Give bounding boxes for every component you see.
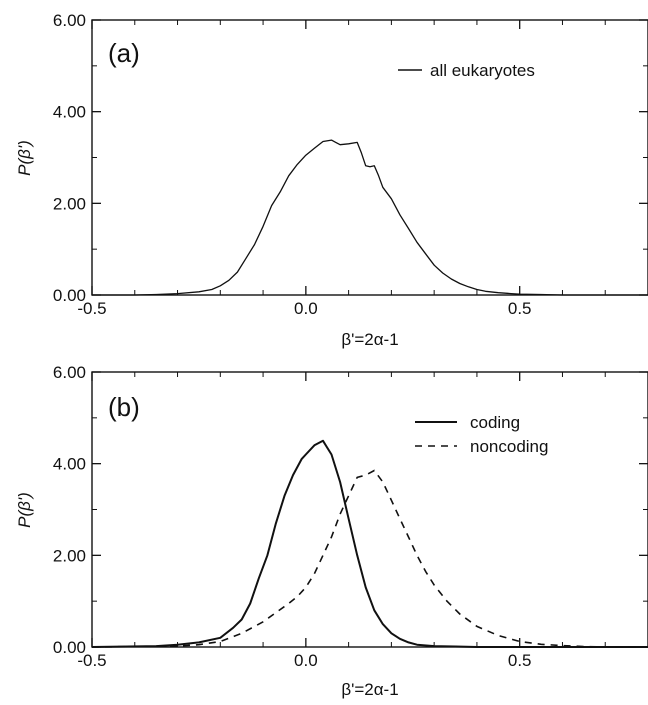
- panel-a-label: (a): [108, 38, 140, 68]
- panel-a-xlabel: β'=2α-1: [341, 330, 398, 349]
- panel-a-ytick-label: 2.00: [53, 194, 86, 213]
- panel-a-series-group: [92, 139, 648, 296]
- panel-b-legend-text-coding: coding: [470, 413, 520, 432]
- panel-b-ytick-label: 6.00: [53, 363, 86, 382]
- panel-b-ytick-label: 2.00: [53, 546, 86, 565]
- panel-b-xtick-label: -0.5: [77, 651, 106, 670]
- panel-b-xtick-label: 0.5: [508, 651, 532, 670]
- panel-a-legend-text-all-eukaryotes: all eukaryotes: [430, 61, 535, 80]
- panel-b-xlabel: β'=2α-1: [341, 680, 398, 699]
- panel-b-ylabel: P(β'): [15, 492, 34, 528]
- panel-b: -0.5 0.0 0.5 0.00 2.00 4.00 6.00 (b) coding no…: [15, 363, 648, 699]
- panel-b-legend-text-noncoding: noncoding: [470, 437, 548, 456]
- panel-b-xtick-label: 0.0: [294, 651, 318, 670]
- panel-a-xtick-label: 0.0: [294, 299, 318, 318]
- panel-b-series-noncoding: [91, 469, 648, 648]
- panel-b-frame: [91, 371, 648, 648]
- panel-b-series-coding: [91, 439, 648, 648]
- panel-a-ylabel: P(β'): [15, 140, 34, 176]
- panel-a-ytick-label: 4.00: [53, 103, 86, 122]
- panel-a-series-all-eukaryotes: [92, 139, 648, 296]
- panel-b-ytick-label: 4.00: [53, 455, 86, 474]
- panel-a-frame: [91, 19, 648, 296]
- panel-a-xtick-label: -0.5: [77, 299, 106, 318]
- panel-a-ytick-label: 0.00: [53, 286, 86, 305]
- panel-a-xtick-label: 0.5: [508, 299, 532, 318]
- panel-a-ytick-label: 6.00: [53, 11, 86, 30]
- panel-b-ytick-label: 0.00: [53, 638, 86, 657]
- panel-a: -0.5 0.0 0.5 0.00 2.00 4.00 6.00 (a) all eukar…: [15, 11, 648, 349]
- panel-b-series-group: [91, 439, 648, 648]
- panel-a-ticks: [91, 19, 648, 296]
- panel-b-ticklabels: -0.5 0.0 0.5 0.00 2.00 4.00 6.00: [53, 363, 532, 670]
- panel-b-label: (b): [108, 392, 140, 422]
- panel-b-ticks: [91, 371, 648, 648]
- panel-a-ticklabels: -0.5 0.0 0.5 0.00 2.00 4.00 6.00: [53, 11, 532, 318]
